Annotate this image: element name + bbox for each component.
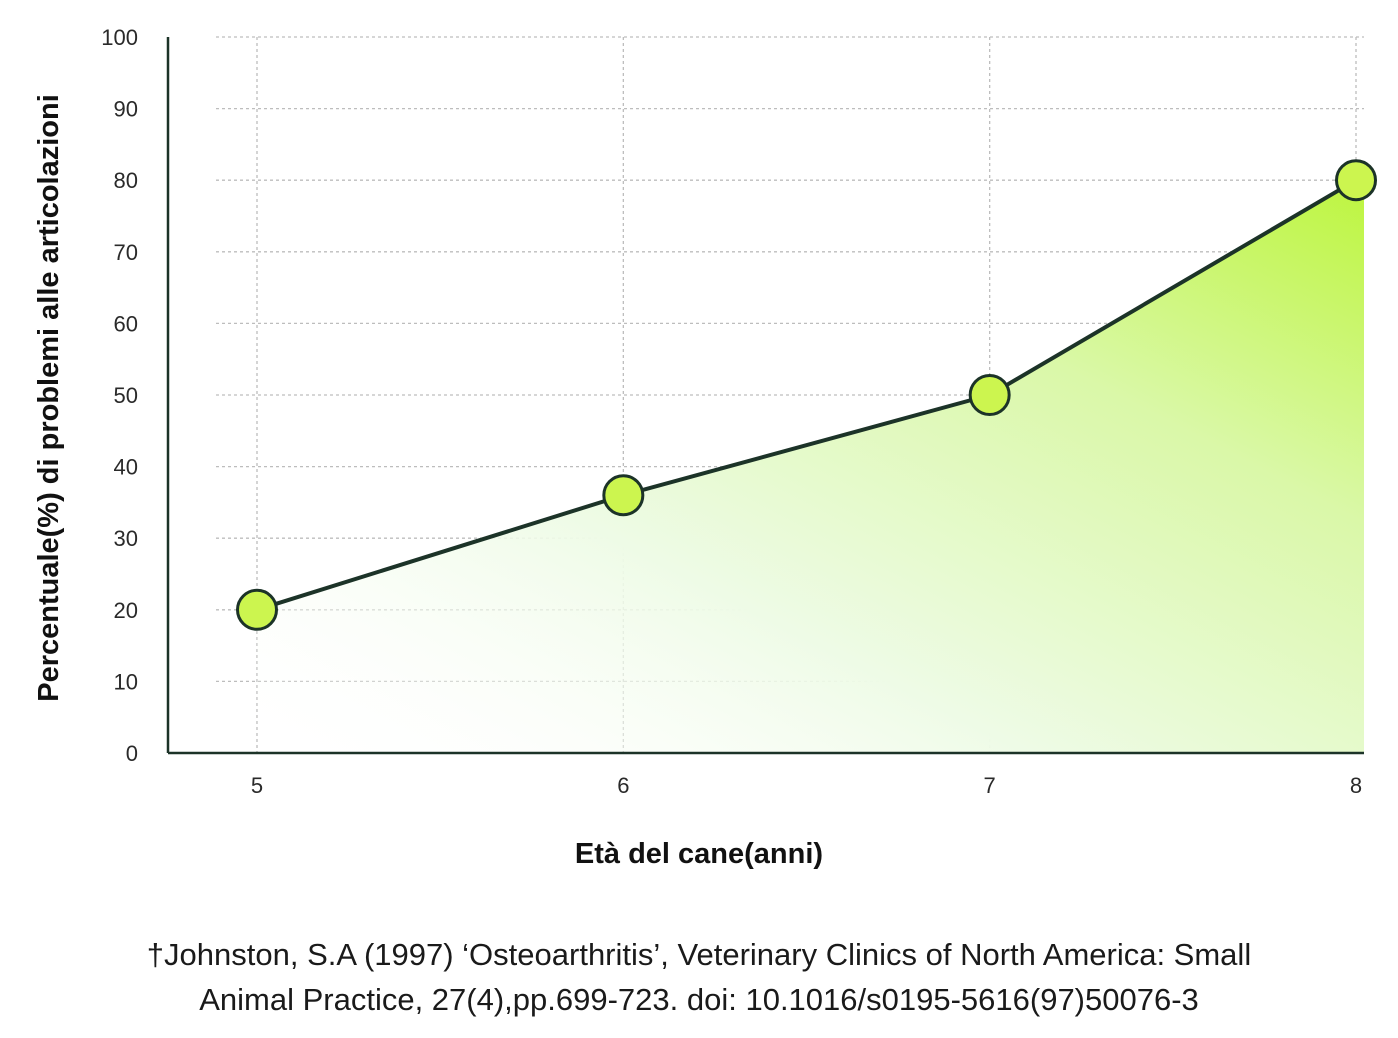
data-point-7 [968,374,1011,416]
x-axis-title: Età del cane(anni) [575,838,823,870]
x-tick-label: 7 [984,773,996,798]
y-tick-label: 10 [114,669,138,694]
x-tick-label: 5 [251,773,263,798]
source-citation: †Johnston, S.A (1997) ‘Osteoarthritis’, … [0,932,1398,1022]
y-tick-label: 90 [114,97,138,122]
source-line-2: Animal Practice, 27(4),pp.699-723. doi: … [199,982,1199,1017]
y-tick-label: 70 [114,240,138,265]
data-point-5 [236,588,278,631]
x-tick-label: 6 [617,773,629,798]
y-tick-label: 30 [114,526,138,551]
y-tick-label: 20 [114,598,138,623]
x-tick-labels: 5 6 7 8 [251,773,1362,798]
area-chart: 0 10 20 30 40 50 60 70 80 90 100 5 6 7 8 Percentuale(… [33,25,1377,870]
source-line-1: †Johnston, S.A (1997) ‘Osteoarthritis’, … [146,937,1252,972]
x-tick-label: 8 [1350,773,1362,798]
data-point-6 [602,474,645,517]
y-tick-label: 40 [114,455,138,480]
area-fill [257,180,1364,753]
y-tick-labels: 0 10 20 30 40 50 60 70 80 90 100 [101,25,138,766]
data-point-8 [1335,159,1377,202]
y-tick-label: 60 [114,311,138,336]
y-tick-label: 80 [114,168,138,193]
y-tick-label: 50 [114,383,138,408]
data-points [236,159,1377,631]
y-tick-label: 100 [101,25,138,50]
axes [166,37,1364,755]
series-line [256,178,1358,612]
y-tick-label: 0 [126,741,138,766]
y-axis-title: Percentuale(%) di problemi alle articola… [33,94,65,702]
